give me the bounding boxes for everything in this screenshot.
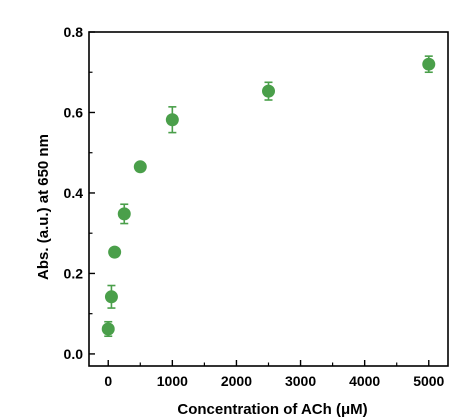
- x-axis-label: Concentration of ACh (μM): [177, 401, 367, 418]
- data-marker: [422, 57, 436, 71]
- data-point: [262, 81, 275, 101]
- data-marker: [133, 160, 147, 174]
- x-tick-label: 4000: [349, 373, 380, 389]
- data-marker: [165, 113, 179, 127]
- y-tick-label: 0.2: [64, 265, 84, 281]
- y-tick-label: 0.4: [64, 185, 84, 201]
- data-point: [117, 203, 131, 225]
- x-tick-label: 2000: [221, 373, 252, 389]
- y-tick-label: 0.0: [64, 346, 84, 362]
- y-axis-ticks: 0.0 0.2 0.4 0.6 0.8: [64, 24, 95, 362]
- x-tick-label: 0: [104, 373, 112, 389]
- y-axis-label: Abs. (a.u.) at 650 nm: [35, 134, 52, 280]
- data-point: [165, 106, 179, 134]
- data-point: [422, 55, 436, 74]
- data-point: [104, 284, 118, 309]
- y-tick-label: 0.6: [64, 104, 84, 120]
- y-tick-label: 0.8: [64, 24, 84, 40]
- data-point: [101, 320, 115, 338]
- data-marker: [262, 84, 275, 98]
- x-axis-ticks: 0 1000 2000 3000 4000 5000: [104, 360, 445, 389]
- data-marker: [104, 290, 118, 304]
- x-tick-label: 3000: [285, 373, 316, 389]
- data-point: [108, 245, 122, 259]
- data-marker: [101, 322, 115, 336]
- data-marker: [117, 207, 131, 221]
- data-marker: [108, 245, 122, 259]
- data-point: [133, 160, 147, 174]
- x-tick-label: 5000: [413, 373, 444, 389]
- x-tick-label: 1000: [157, 373, 188, 389]
- data-points: [101, 55, 436, 338]
